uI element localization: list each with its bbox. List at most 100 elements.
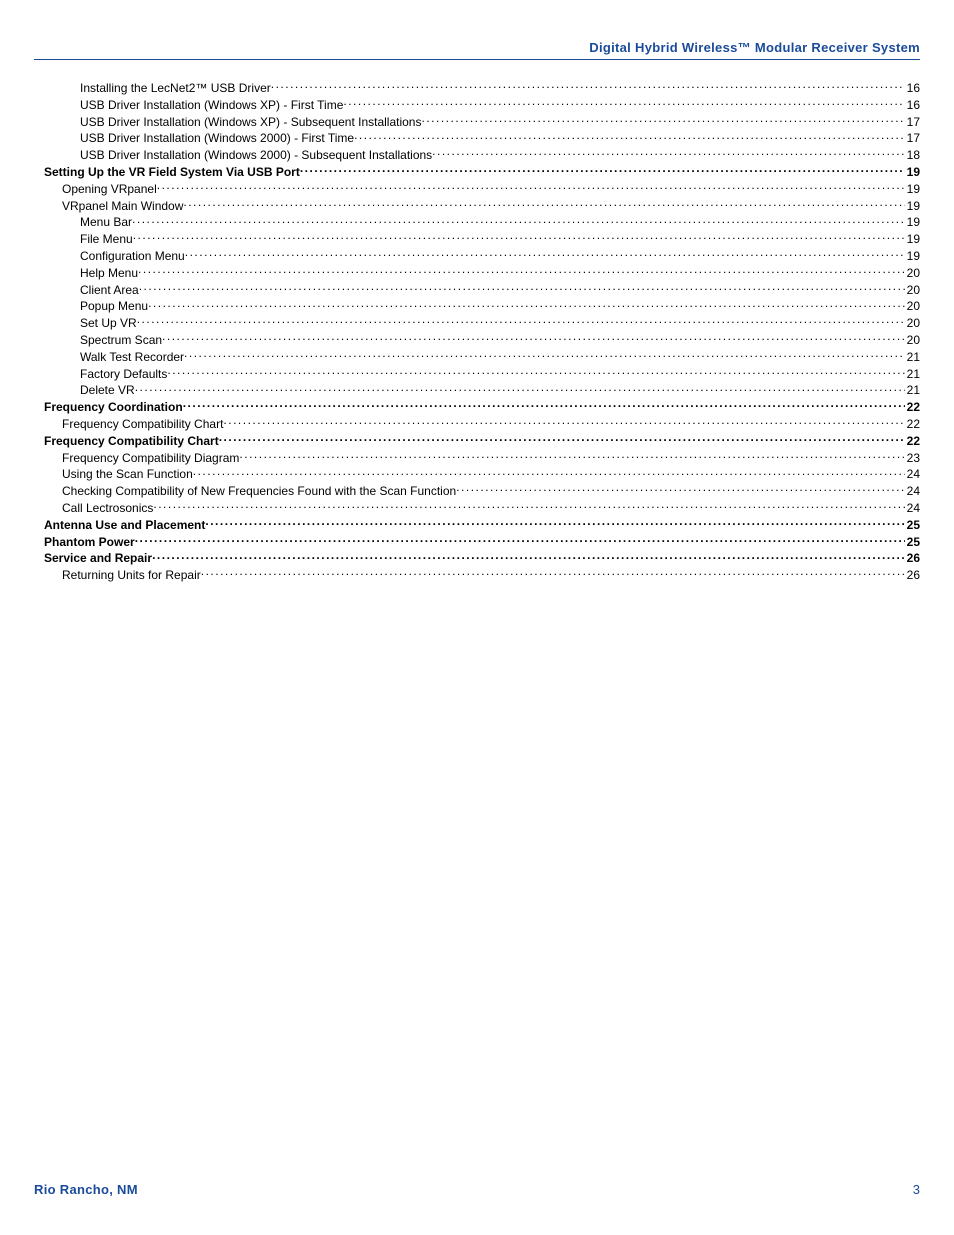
toc-entry-label: USB Driver Installation (Windows 2000) -… (80, 132, 354, 146)
toc-entry[interactable]: Configuration Menu 19 (34, 248, 920, 264)
toc-entry-page: 26 (905, 569, 920, 583)
toc-entry[interactable]: USB Driver Installation (Windows 2000) -… (34, 147, 920, 163)
toc-entry-label: Call Lectrosonics (62, 502, 153, 516)
toc-entry[interactable]: Setting Up the VR Field System Via USB P… (34, 164, 920, 180)
toc-entry[interactable]: USB Driver Installation (Windows XP) - F… (34, 97, 920, 113)
toc-leader-dots (153, 500, 904, 512)
toc-entry[interactable]: Frequency Compatibility Diagram23 (34, 450, 920, 466)
toc-entry-page: 25 (905, 519, 920, 533)
toc-entry-page: 18 (905, 149, 920, 163)
toc-entry[interactable]: Checking Compatibility of New Frequencie… (34, 483, 920, 499)
toc-entry-page: 20 (905, 334, 920, 348)
toc-entry[interactable]: Call Lectrosonics 24 (34, 500, 920, 516)
toc-entry[interactable]: Opening VRpanel19 (34, 181, 920, 197)
toc-leader-dots (421, 114, 904, 126)
toc-entry[interactable]: Service and Repair26 (34, 550, 920, 566)
toc-entry-label: Walk Test Recorder (80, 351, 184, 365)
toc-leader-dots (300, 164, 905, 176)
toc-entry-page: 24 (905, 502, 920, 516)
toc-entry[interactable]: Delete VR 21 (34, 382, 920, 398)
toc-entry-page: 22 (905, 401, 920, 415)
toc-entry-page: 19 (905, 216, 920, 230)
toc-entry-page: 19 (905, 250, 920, 264)
toc-entry[interactable]: Frequency Coordination 22 (34, 399, 920, 415)
toc-leader-dots (432, 147, 904, 159)
toc-entry-label: Returning Units for Repair (62, 569, 201, 583)
toc-entry-page: 20 (905, 267, 920, 281)
toc-entry[interactable]: VRpanel Main Window19 (34, 198, 920, 214)
toc-entry-label: Set Up VR (80, 317, 137, 331)
toc-entry[interactable]: File Menu 19 (34, 231, 920, 247)
toc-entry-label: Delete VR (80, 384, 135, 398)
toc-entry[interactable]: Phantom Power25 (34, 534, 920, 550)
toc-entry[interactable]: Popup Menu 20 (34, 298, 920, 314)
toc-entry-label: Popup Menu (80, 300, 148, 314)
toc-entry[interactable]: Menu Bar 19 (34, 214, 920, 230)
toc-leader-dots (456, 483, 904, 495)
toc-entry-label: Menu Bar (80, 216, 132, 230)
toc-entry-page: 21 (905, 351, 920, 365)
toc-entry-page: 20 (905, 284, 920, 298)
toc-entry[interactable]: Factory Defaults 21 (34, 366, 920, 382)
toc-entry-label: USB Driver Installation (Windows XP) - F… (80, 99, 343, 113)
table-of-contents: Installing the LecNet2™ USB Driver 16 USB … (34, 80, 920, 583)
toc-entry-label: Frequency Coordination (44, 401, 183, 415)
toc-leader-dots (152, 550, 905, 562)
toc-entry[interactable]: Using the Scan Function24 (34, 466, 920, 482)
toc-leader-dots (135, 382, 905, 394)
document-header-title: Digital Hybrid Wireless™ Modular Receive… (34, 40, 920, 60)
toc-entry-label: Factory Defaults (80, 368, 167, 382)
toc-entry[interactable]: Spectrum Scan 20 (34, 332, 920, 348)
toc-entry-page: 19 (905, 166, 920, 180)
toc-entry[interactable]: Installing the LecNet2™ USB Driver 16 (34, 80, 920, 96)
toc-entry[interactable]: Set Up VR 20 (34, 315, 920, 331)
toc-leader-dots (239, 450, 904, 462)
toc-entry-page: 21 (905, 384, 920, 398)
toc-entry[interactable]: USB Driver Installation (Windows XP) - S… (34, 114, 920, 130)
toc-entry-label: Setting Up the VR Field System Via USB P… (44, 166, 300, 180)
toc-entry-page: 22 (905, 418, 920, 432)
toc-leader-dots (185, 248, 905, 260)
toc-entry-label: Help Menu (80, 267, 138, 281)
toc-entry[interactable]: Frequency Compatibility Chart22 (34, 416, 920, 432)
toc-entry[interactable]: Client Area20 (34, 282, 920, 298)
toc-leader-dots (139, 282, 905, 294)
toc-entry-label: Configuration Menu (80, 250, 185, 264)
toc-entry-page: 19 (905, 233, 920, 247)
toc-entry-page: 19 (905, 200, 920, 214)
toc-leader-dots (183, 198, 904, 210)
toc-entry[interactable]: Frequency Compatibility Chart22 (34, 433, 920, 449)
toc-entry-label: Checking Compatibility of New Frequencie… (62, 485, 456, 499)
toc-entry-page: 16 (905, 82, 920, 96)
toc-leader-dots (133, 231, 905, 243)
toc-entry-label: Service and Repair (44, 552, 152, 566)
toc-entry[interactable]: Walk Test Recorder 21 (34, 349, 920, 365)
toc-entry[interactable]: Returning Units for Repair 26 (34, 567, 920, 583)
toc-entry-label: USB Driver Installation (Windows 2000) -… (80, 149, 432, 163)
toc-leader-dots (201, 567, 905, 579)
toc-entry-label: USB Driver Installation (Windows XP) - S… (80, 116, 421, 130)
toc-entry-label: Installing the LecNet2™ USB Driver (80, 82, 271, 96)
toc-entry-page: 20 (905, 300, 920, 314)
toc-entry-page: 24 (905, 468, 920, 482)
toc-leader-dots (167, 366, 904, 378)
toc-entry-label: Opening VRpanel (62, 183, 157, 197)
toc-entry-label: Spectrum Scan (80, 334, 162, 348)
toc-leader-dots (148, 298, 905, 310)
toc-leader-dots (135, 534, 905, 546)
toc-leader-dots (343, 97, 904, 109)
toc-entry-label: Frequency Compatibility Chart (44, 435, 219, 449)
toc-entry-label: File Menu (80, 233, 133, 247)
toc-entry[interactable]: Antenna Use and Placement25 (34, 517, 920, 533)
toc-leader-dots (184, 349, 905, 361)
footer-location: Rio Rancho, NM (34, 1182, 138, 1197)
toc-entry-label: Frequency Compatibility Diagram (62, 452, 239, 466)
toc-entry[interactable]: USB Driver Installation (Windows 2000) -… (34, 130, 920, 146)
toc-leader-dots (183, 399, 905, 411)
toc-entry[interactable]: Help Menu 20 (34, 265, 920, 281)
toc-leader-dots (132, 214, 905, 226)
toc-leader-dots (157, 181, 905, 193)
toc-entry-page: 21 (905, 368, 920, 382)
toc-entry-page: 24 (905, 485, 920, 499)
toc-entry-page: 20 (905, 317, 920, 331)
